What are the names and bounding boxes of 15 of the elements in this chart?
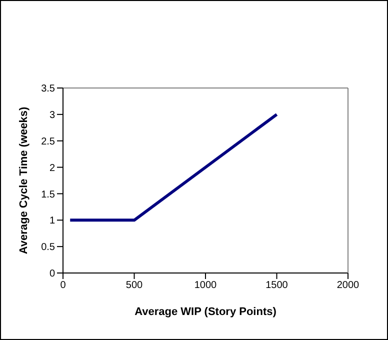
y-tick-label: 3 [49, 110, 56, 121]
y-tick-label: 1.5 [41, 189, 56, 200]
x-tick-label: 1000 [194, 280, 218, 292]
x-tick-label: 2000 [336, 280, 360, 292]
x-axis-title: Average WIP (Story Points) [134, 306, 277, 318]
y-axis-title: Average Cycle Time (weeks) [18, 106, 30, 254]
x-tick-label: 1500 [266, 280, 288, 292]
y-tick-label: 0.5 [41, 242, 56, 254]
y-tick-label: 3.5 [41, 84, 56, 95]
x-tick-label: 0 [60, 280, 66, 292]
y-tick-label: 0 [49, 268, 56, 280]
y-tick-label: 1 [49, 216, 56, 227]
y-tick-label: 2.5 [41, 136, 56, 148]
x-tick-label: 500 [126, 280, 144, 292]
y-tick-label: 2 [49, 162, 56, 174]
